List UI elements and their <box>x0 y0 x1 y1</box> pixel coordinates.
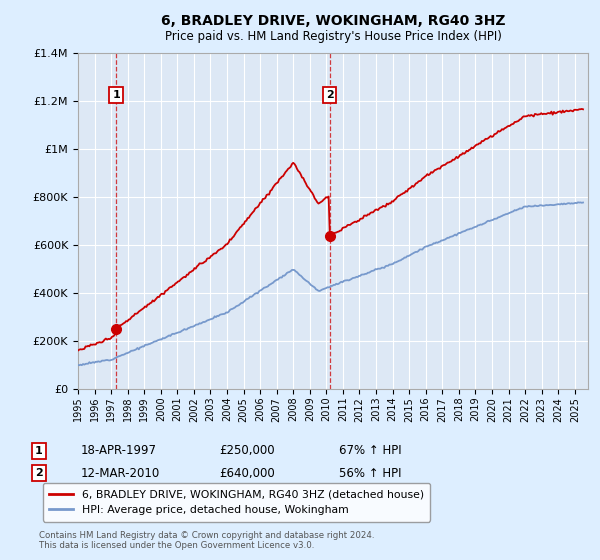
Text: 67% ↑ HPI: 67% ↑ HPI <box>339 444 401 458</box>
Text: 1: 1 <box>35 446 43 456</box>
Text: 6, BRADLEY DRIVE, WOKINGHAM, RG40 3HZ: 6, BRADLEY DRIVE, WOKINGHAM, RG40 3HZ <box>161 14 505 28</box>
Text: Price paid vs. HM Land Registry's House Price Index (HPI): Price paid vs. HM Land Registry's House … <box>164 30 502 43</box>
Text: 12-MAR-2010: 12-MAR-2010 <box>81 466 160 480</box>
Text: 18-APR-1997: 18-APR-1997 <box>81 444 157 458</box>
Text: 2: 2 <box>35 468 43 478</box>
Text: 56% ↑ HPI: 56% ↑ HPI <box>339 466 401 480</box>
Legend: 6, BRADLEY DRIVE, WOKINGHAM, RG40 3HZ (detached house), HPI: Average price, deta: 6, BRADLEY DRIVE, WOKINGHAM, RG40 3HZ (d… <box>43 483 430 521</box>
Text: 1: 1 <box>112 90 120 100</box>
Text: £250,000: £250,000 <box>219 444 275 458</box>
Text: £640,000: £640,000 <box>219 466 275 480</box>
Text: Contains HM Land Registry data © Crown copyright and database right 2024.
This d: Contains HM Land Registry data © Crown c… <box>39 530 374 550</box>
Text: 2: 2 <box>326 90 334 100</box>
